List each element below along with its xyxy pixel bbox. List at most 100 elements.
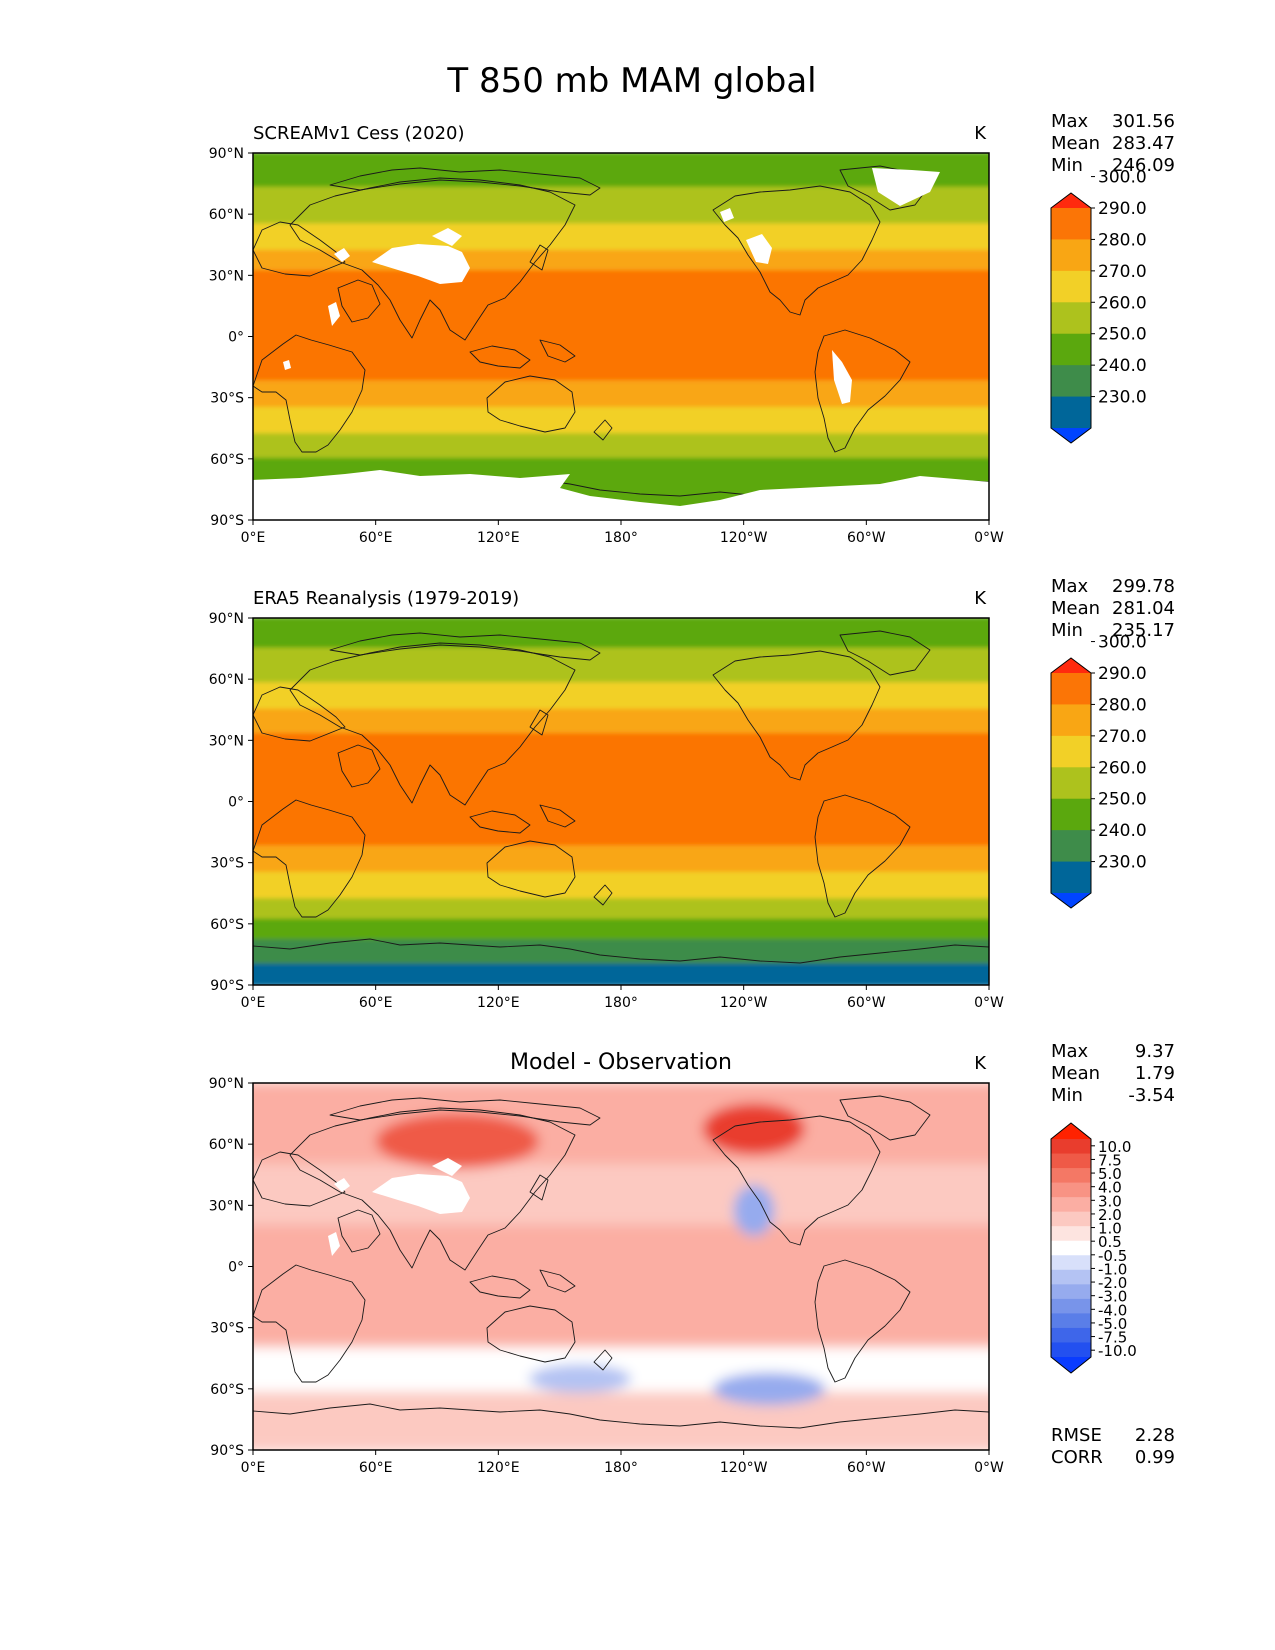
colorbar-segment (1051, 428, 1091, 443)
axis-ticks: 0°E 60°E 120°E 180° 120°W 60°W 0°W 90°N 60°N 30°N… (209, 611, 1004, 1011)
colorbar-label: 3.0 (1098, 1192, 1122, 1210)
y-tick-label: 60°S (210, 917, 244, 933)
zonal-band (253, 380, 989, 409)
anomaly-region (375, 1113, 540, 1169)
stat-value: 9.37 (1135, 1041, 1175, 1062)
zonal-band (253, 918, 989, 942)
colorbar-label: 240.0 (1098, 356, 1147, 376)
anomaly-region (529, 1364, 632, 1393)
colorbar-outline (1050, 1122, 1092, 1374)
colorbar-segment (1051, 658, 1091, 673)
y-tick-label: 90°S (210, 513, 244, 529)
y-tick-label: 90°N (209, 611, 244, 627)
zonal-band (253, 249, 989, 273)
colorbar-segment (1051, 1313, 1091, 1329)
panel-obs: ERA5 Reanalysis (1979-2019) K 0°E 60°E 120… (209, 576, 1175, 1011)
colorbar-label: 230.0 (1098, 853, 1147, 873)
metric-label: CORR (1051, 1447, 1103, 1468)
colorbar-label: 1.0 (1098, 1220, 1122, 1238)
panel-title: ERA5 Reanalysis (1979-2019) (253, 588, 519, 609)
zonal-band (253, 708, 989, 736)
zonal-band (253, 898, 989, 921)
colorbar-label: 4.0 (1098, 1179, 1122, 1197)
zonal-band (253, 682, 989, 711)
stats-box: Max 299.78 Mean 281.04 Min 235.17 (1051, 576, 1175, 641)
x-tick-label: 60°E (359, 995, 393, 1011)
y-tick-label: 30°S (210, 856, 244, 872)
stat-label: Max (1051, 1041, 1089, 1062)
colorbar-segment (1051, 1139, 1091, 1155)
x-tick-label: 120°E (477, 530, 520, 546)
colorbar-segment (1051, 893, 1091, 908)
metric-value: 0.99 (1135, 1447, 1175, 1468)
x-tick-label: 0°W (974, 1460, 1004, 1476)
colorbar-label: 240.0 (1098, 821, 1147, 841)
colorbar-label: 250.0 (1098, 325, 1147, 345)
y-tick-label: 30°N (209, 268, 244, 284)
colorbar-outline (1050, 657, 1092, 909)
colorbar-segment (1051, 333, 1091, 366)
units-label: K (974, 1053, 987, 1074)
colorbar-label: 300.0 (1098, 633, 1147, 653)
zonal-band (253, 406, 989, 436)
x-tick-label: 120°W (720, 1460, 768, 1476)
colorbar-label: 260.0 (1098, 293, 1147, 313)
colorbar-segment (1051, 270, 1091, 303)
stat-label: Max (1051, 576, 1089, 597)
panel-model: SCREAMv1 Cess (2020) K 0°E 60°E 120°E 180° 1… (209, 111, 1175, 546)
colorbar-segment (1051, 767, 1091, 800)
colorbar: 230.0 240.0 250.0 260.0 270.0 280.0 290.0 300.0 (1050, 633, 1147, 909)
colorbar-segment (1051, 735, 1091, 768)
x-tick-label: 120°E (477, 995, 520, 1011)
colorbar-segment (1051, 704, 1091, 737)
stat-value: 283.47 (1112, 133, 1175, 154)
metrics-box: RMSE 2.28 CORR 0.99 (1051, 1425, 1175, 1468)
colorbar-segment (1051, 1240, 1091, 1256)
x-tick-label: 60°W (847, 995, 886, 1011)
colorbar-segment (1051, 1255, 1091, 1271)
colorbar-segment (1051, 861, 1091, 894)
y-tick-label: 90°S (210, 1443, 244, 1459)
colorbar-segment (1051, 673, 1091, 705)
colorbar-label: 290.0 (1098, 664, 1147, 684)
colorbar-segment (1051, 1357, 1091, 1373)
x-tick-label: 60°W (847, 530, 886, 546)
zonal-band (253, 270, 989, 383)
colorbar-segment (1051, 239, 1091, 272)
colorbar-label: 280.0 (1098, 695, 1147, 715)
anomaly-region (702, 1103, 806, 1155)
colorbar-segment (1051, 396, 1091, 429)
colorbar-label: -7.5 (1098, 1329, 1127, 1347)
figure-title: T 850 mb MAM global (446, 61, 816, 101)
colorbar-segment (1051, 1226, 1091, 1242)
colorbar-segment (1051, 1182, 1091, 1198)
stat-value: 1.79 (1135, 1063, 1175, 1084)
stat-value: 301.56 (1112, 111, 1175, 132)
x-tick-label: 0°E (241, 995, 266, 1011)
field-map (253, 1083, 989, 1450)
zonal-band (253, 845, 989, 874)
colorbar-segment (1051, 830, 1091, 863)
metric-label: RMSE (1051, 1425, 1102, 1446)
stat-value: 246.09 (1112, 155, 1175, 176)
colorbar-label: 290.0 (1098, 199, 1147, 219)
colorbar-segment (1051, 1153, 1091, 1169)
colorbar-label: 2.0 (1098, 1206, 1122, 1224)
y-tick-label: 90°N (209, 146, 244, 162)
zonal-band (253, 1163, 989, 1227)
y-tick-label: 60°S (210, 1382, 244, 1398)
y-tick-label: 60°N (209, 672, 244, 688)
x-tick-label: 120°W (720, 530, 768, 546)
colorbar-label: 0.5 (1098, 1233, 1122, 1251)
y-tick-label: 30°S (210, 1321, 244, 1337)
colorbar-segment (1051, 1211, 1091, 1227)
stat-label: Mean (1051, 133, 1100, 154)
colorbar-label: -2.0 (1098, 1274, 1127, 1292)
y-tick-label: 60°S (210, 452, 244, 468)
colorbar-label: 300.0 (1098, 168, 1147, 188)
colorbar-segment (1051, 208, 1091, 240)
zonal-band (253, 647, 989, 685)
stats-box: Max 301.56 Mean 283.47 Min 246.09 (1051, 111, 1175, 176)
axis-ticks: 0°E 60°E 120°E 180° 120°W 60°W 0°W 90°N 60°N 30°N… (209, 146, 1004, 546)
colorbar-segment (1051, 1168, 1091, 1184)
